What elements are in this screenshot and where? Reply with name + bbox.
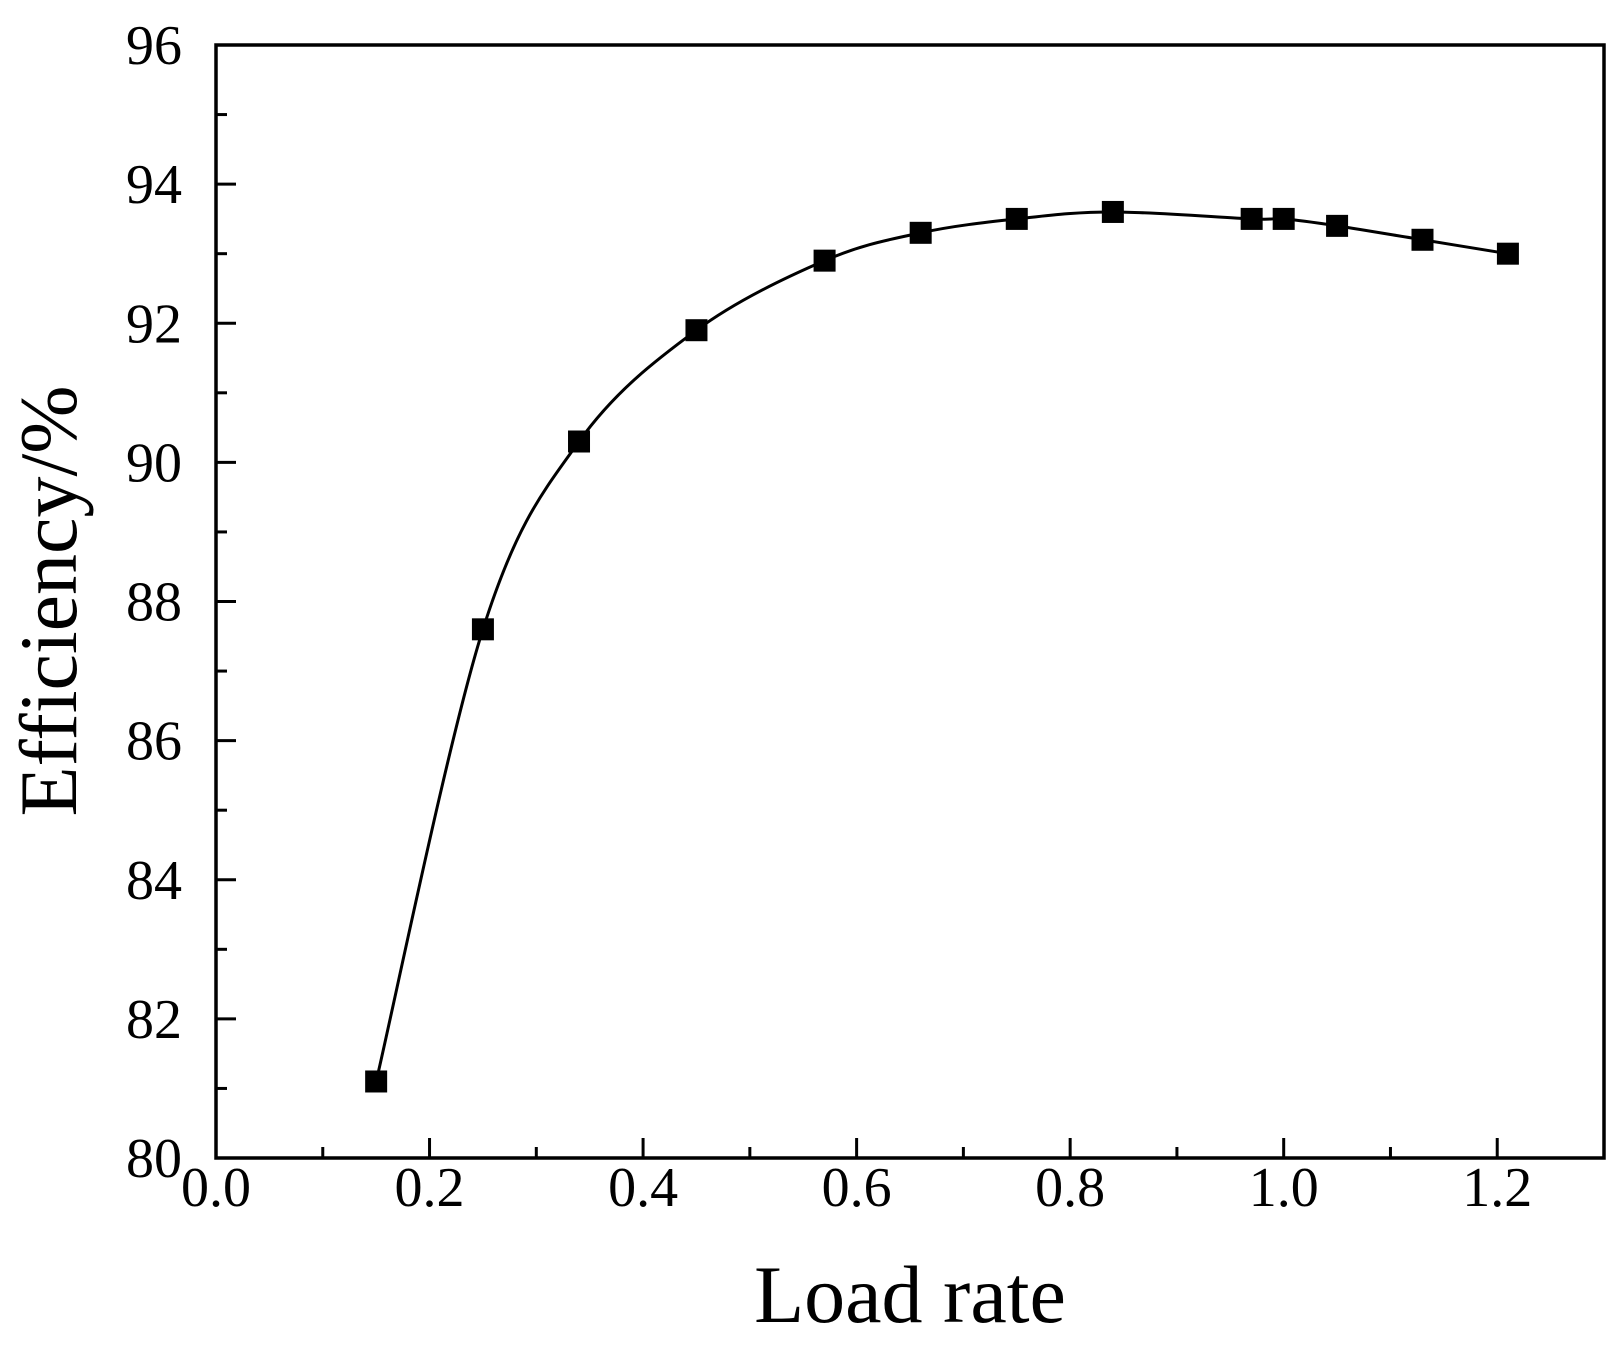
data-point-marker	[471, 618, 494, 641]
x-tick-label: 1.2	[1462, 1157, 1532, 1219]
x-tick-label: 0.2	[395, 1157, 465, 1219]
data-point-marker	[1101, 200, 1124, 223]
data-point-marker	[1240, 207, 1263, 230]
y-tick-label: 82	[126, 989, 182, 1051]
y-tick-label: 84	[126, 850, 182, 912]
series-line	[374, 210, 1509, 1082]
plot-frame	[214, 43, 1606, 1160]
data-point-marker	[685, 319, 708, 342]
y-axis-tick-labels: 80 82 84 86 88 90 92 94 96	[126, 15, 182, 1190]
data-point-marker	[1411, 228, 1434, 251]
y-tick-label: 80	[126, 1128, 182, 1190]
data-point-marker	[909, 221, 932, 244]
data-point-marker	[365, 1070, 388, 1093]
y-tick-label: 90	[126, 432, 182, 494]
series-markers	[365, 200, 1519, 1093]
x-tick-label: 0.0	[181, 1157, 251, 1219]
y-tick-label: 96	[126, 15, 182, 77]
data-point-marker	[568, 430, 591, 453]
y-tick-label: 94	[126, 154, 182, 216]
x-tick-label: 0.8	[1035, 1157, 1105, 1219]
data-point-marker	[1272, 207, 1295, 230]
y-tick-label: 92	[126, 293, 182, 355]
data-point-marker	[1005, 207, 1028, 230]
x-tick-label: 1.0	[1249, 1157, 1319, 1219]
data-point-marker	[1326, 214, 1349, 237]
x-axis-ticks	[214, 1138, 1606, 1158]
x-axis-tick-labels: 0.0 0.2 0.4 0.6 0.8 1.0 1.2	[181, 1157, 1532, 1219]
y-tick-label: 88	[126, 572, 182, 634]
x-tick-label: 0.6	[822, 1157, 892, 1219]
y-axis-title: Efficiency/%	[3, 385, 94, 816]
x-tick-label: 0.4	[608, 1157, 678, 1219]
x-axis-title: Load rate	[754, 1249, 1066, 1340]
data-point-marker	[813, 249, 836, 272]
y-axis-ticks	[216, 43, 236, 1160]
data-point-marker	[1496, 242, 1519, 265]
y-tick-label: 86	[126, 711, 182, 773]
